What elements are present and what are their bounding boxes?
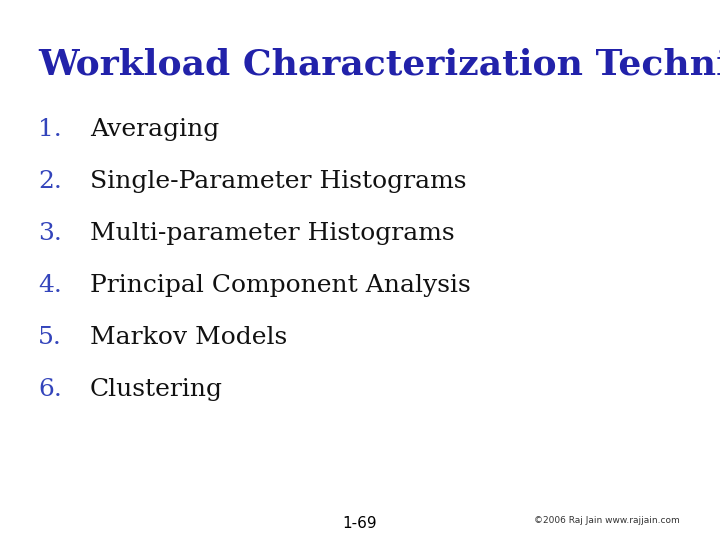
- Text: Workload Characterization Techniques: Workload Characterization Techniques: [38, 48, 720, 82]
- Text: 3.: 3.: [38, 222, 62, 245]
- Text: Clustering: Clustering: [90, 378, 223, 401]
- Text: 5.: 5.: [38, 326, 62, 349]
- Text: ©2006 Raj Jain www.rajjain.com: ©2006 Raj Jain www.rajjain.com: [534, 516, 680, 525]
- Text: Multi-parameter Histograms: Multi-parameter Histograms: [90, 222, 454, 245]
- Text: 6.: 6.: [38, 378, 62, 401]
- Text: 1-69: 1-69: [343, 516, 377, 531]
- Text: Principal Component Analysis: Principal Component Analysis: [90, 274, 471, 297]
- Text: Markov Models: Markov Models: [90, 326, 287, 349]
- Text: Averaging: Averaging: [90, 118, 220, 141]
- Text: Single-Parameter Histograms: Single-Parameter Histograms: [90, 170, 467, 193]
- Text: 1.: 1.: [38, 118, 62, 141]
- Text: 4.: 4.: [38, 274, 62, 297]
- Text: 2.: 2.: [38, 170, 62, 193]
